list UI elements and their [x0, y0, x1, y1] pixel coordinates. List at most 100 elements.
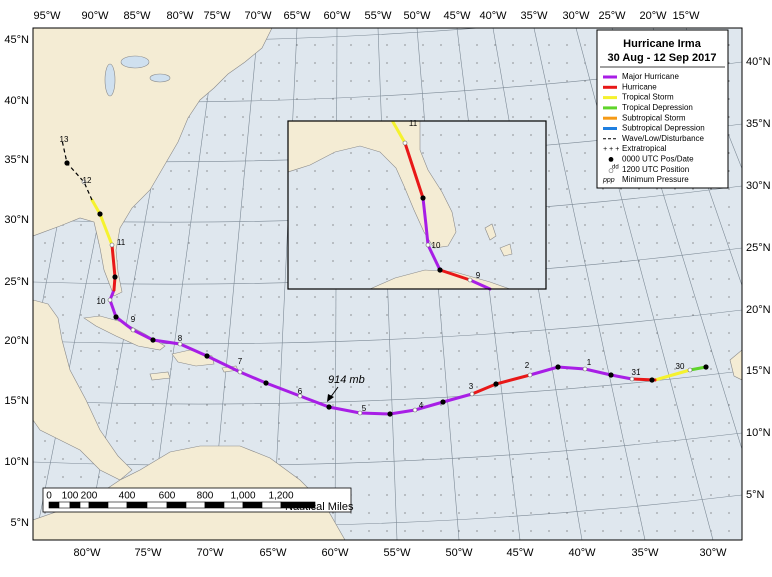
position-open	[467, 277, 473, 283]
date-label: 30	[676, 362, 685, 371]
scale-segment	[204, 501, 225, 509]
inset	[287, 120, 547, 291]
lon-label: 45°W	[506, 547, 534, 559]
lat-label: 25°N	[746, 242, 771, 254]
lon-label: 30°W	[562, 10, 590, 22]
legend-swatch	[608, 157, 614, 162]
inset-track-segment	[421, 196, 442, 272]
lat-label: 25°N	[4, 276, 29, 288]
legend-label: Wave/Low/Disturbance	[622, 134, 705, 143]
legend-box	[596, 29, 729, 189]
position-dot	[420, 195, 426, 201]
date-label: 11	[409, 119, 418, 128]
scale-segment	[261, 501, 282, 509]
legend: Hurricane Irma 30 Aug - 12 Sep 2017 Majo…	[596, 29, 729, 189]
lon-label: 70°W	[244, 10, 272, 22]
legend-label: 1200 UTC Position	[622, 165, 689, 174]
date-label: 12	[83, 176, 92, 185]
scale-label: 200	[81, 491, 98, 502]
position-open	[297, 393, 303, 399]
position-open	[469, 391, 475, 397]
legend-symbol: dd	[612, 164, 619, 170]
cuba	[83, 315, 166, 351]
position-dot	[649, 377, 655, 383]
inset-bahamas	[499, 243, 513, 257]
scale-label: 400	[119, 491, 136, 502]
meridian	[533, 28, 646, 540]
position-open	[130, 327, 136, 333]
africa	[729, 349, 742, 381]
inset-florida	[288, 121, 457, 249]
lat-label: 10°N	[4, 456, 29, 468]
scale-segment	[185, 501, 206, 509]
pressure-label: 914 mb	[328, 374, 365, 386]
lake	[120, 55, 150, 69]
subtitle: 30 Aug - 12 Sep 2017	[607, 52, 716, 64]
position-open	[629, 376, 635, 382]
position-dot	[440, 399, 446, 405]
position-dot	[97, 211, 103, 217]
legend-label: 0000 UTC Pos/Date	[622, 155, 694, 164]
scale-label: 1,200	[268, 491, 293, 502]
lon-label: 75°W	[203, 10, 231, 22]
scale-segment	[242, 501, 263, 509]
legend-swatch	[608, 168, 614, 173]
position-open	[582, 366, 588, 372]
legend-symbol: ppp	[602, 177, 615, 184]
lat-label: 20°N	[746, 304, 771, 316]
date-label: 2	[525, 361, 530, 370]
legend-label: Major Hurricane	[622, 72, 679, 81]
scale-segment	[126, 501, 148, 509]
position-dot	[493, 381, 499, 387]
date-label: 11	[117, 238, 126, 247]
legend-label: Subtropical Storm	[622, 113, 686, 122]
date-label: 3	[469, 382, 474, 391]
lat-label: 35°N	[4, 154, 29, 166]
lat-label: 15°N	[746, 365, 771, 377]
position-dot	[387, 411, 393, 417]
lon-label: 60°W	[321, 547, 349, 559]
scale-segment	[79, 501, 90, 509]
track-segment	[653, 368, 692, 382]
lon-label: 35°W	[520, 10, 548, 22]
lon-label: 40°W	[568, 547, 596, 559]
meridian	[272, 28, 298, 540]
position-open	[237, 369, 243, 375]
parallel	[33, 370, 742, 405]
lon-label: 75°W	[134, 547, 162, 559]
lon-label: 25°W	[598, 10, 626, 22]
legend-symbol: + + +	[603, 146, 619, 153]
scale-label: 1,000	[230, 491, 255, 502]
north-america	[33, 28, 273, 297]
scale-segment	[280, 501, 316, 509]
scale-label: 0	[46, 491, 52, 502]
position-open	[177, 341, 183, 347]
date-label: 7	[238, 357, 243, 366]
central-america	[33, 299, 133, 481]
title: Hurricane Irma	[623, 38, 702, 50]
scale-segment	[69, 501, 81, 509]
track-segment	[688, 365, 708, 372]
lon-label: 55°W	[383, 547, 411, 559]
scale-segment	[146, 501, 168, 509]
position-open	[527, 372, 533, 378]
lon-label: 35°W	[631, 547, 659, 559]
lat-label: 35°N	[746, 118, 771, 130]
date-label: 5	[362, 404, 367, 413]
lon-label: 85°W	[123, 10, 151, 22]
position-dot	[113, 314, 119, 320]
position-dot	[555, 364, 561, 370]
date-label: 10	[97, 297, 106, 306]
lat-label: 10°N	[746, 427, 771, 439]
position-dot	[64, 160, 70, 166]
lat-label: 15°N	[4, 395, 29, 407]
scale-segment	[48, 501, 60, 509]
inset-track	[391, 120, 492, 291]
lon-label: 20°W	[639, 10, 667, 22]
lat-label: 5°N	[746, 489, 765, 501]
scale-segment	[58, 501, 71, 509]
inset-track-segment	[403, 141, 425, 200]
position-open	[425, 242, 431, 248]
lon-label: 55°W	[364, 10, 392, 22]
map-frame	[32, 27, 743, 541]
